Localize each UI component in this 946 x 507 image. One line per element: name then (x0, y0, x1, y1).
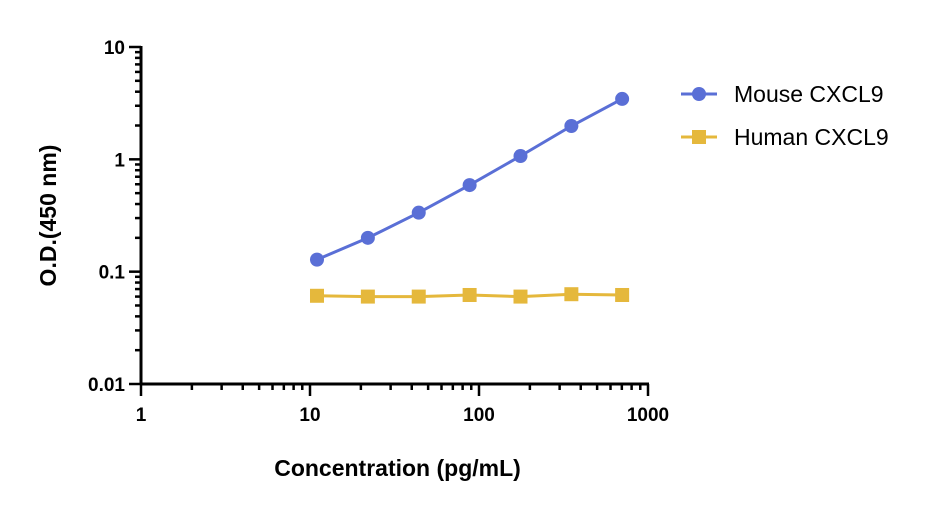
data-point (615, 91, 630, 106)
legend-marker (692, 87, 706, 101)
legend-label: Human CXCL9 (734, 124, 889, 150)
data-point (513, 289, 528, 304)
data-point (462, 178, 477, 193)
y-ticks: 0.01 0.1 1 10 (88, 38, 141, 396)
data-point (309, 252, 324, 267)
y-tick-label: 10 (104, 38, 125, 59)
data-point (564, 287, 579, 302)
data-point (462, 287, 477, 302)
legend-marker (692, 130, 706, 144)
x-tick-label: 1000 (627, 405, 669, 426)
x-axis-title: Concentration (pg/mL) (274, 455, 521, 481)
y-tick-label: 0.01 (88, 375, 125, 396)
axes: 0.01 0.1 1 10 1 10 100 1000 (88, 38, 669, 426)
y-axis-title: O.D.(450 nm) (35, 145, 61, 287)
y-tick-label: 1 (114, 150, 125, 171)
x-ticks: 1 10 100 1000 (136, 384, 669, 426)
x-tick-label: 1 (136, 405, 147, 426)
plot-series (309, 91, 630, 304)
x-tick-label: 10 (299, 405, 320, 426)
data-point (615, 287, 630, 302)
legend-label: Mouse CXCL9 (734, 81, 884, 107)
legend-item: Human CXCL9 (681, 124, 889, 150)
data-point (360, 230, 375, 245)
x-tick-label: 100 (463, 405, 495, 426)
series-1 (309, 287, 630, 304)
data-point (309, 288, 324, 303)
data-point (411, 205, 426, 220)
y-tick-label: 0.1 (99, 263, 126, 284)
legend: Mouse CXCL9 Human CXCL9 (681, 81, 889, 150)
series-0 (309, 91, 630, 267)
data-point (513, 149, 528, 164)
data-point (411, 289, 426, 304)
data-point (564, 119, 579, 134)
data-point (360, 289, 375, 304)
legend-item: Mouse CXCL9 (681, 81, 884, 107)
